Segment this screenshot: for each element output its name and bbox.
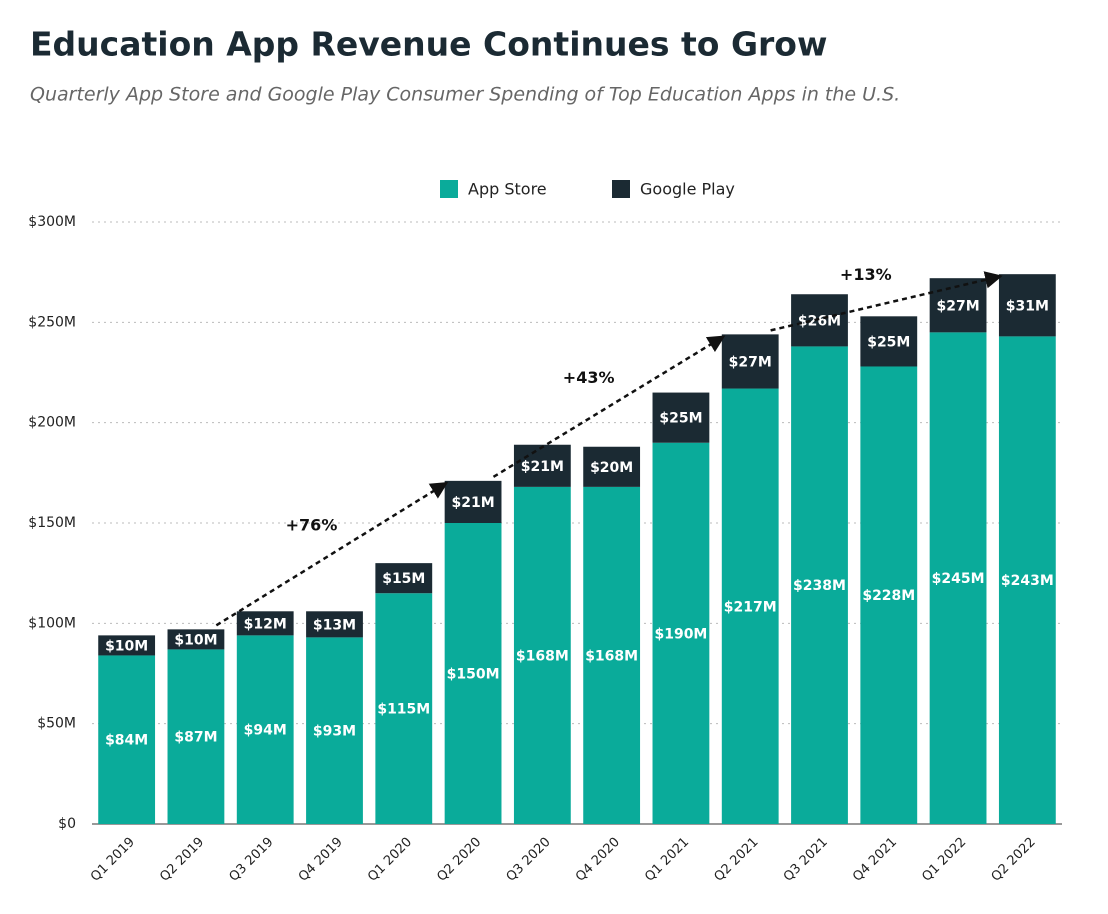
y-tick-label: $0	[58, 816, 76, 832]
chart-subtitle: Quarterly App Store and Google Play Cons…	[30, 84, 900, 106]
x-tick-label: Q4 2020	[573, 835, 623, 885]
data-label: $10M	[174, 632, 217, 648]
bar-segment	[791, 346, 848, 824]
data-label: $13M	[313, 617, 356, 633]
x-tick-label: Q3 2019	[227, 835, 277, 885]
bar-segment	[860, 316, 918, 367]
data-label: $217M	[724, 599, 777, 615]
data-label: $27M	[936, 298, 979, 314]
data-label: $150M	[447, 667, 500, 683]
bar-segment	[652, 442, 710, 824]
data-label: $93M	[313, 724, 356, 740]
x-tick-label: Q3 2020	[504, 835, 554, 885]
data-label: $94M	[244, 723, 287, 739]
bar-segment	[444, 480, 502, 523]
x-tick-label: Q4 2019	[296, 835, 346, 885]
legend-label: App Store	[468, 180, 547, 199]
bar-segment	[98, 655, 156, 824]
bar-segment	[791, 294, 848, 347]
data-label: $238M	[793, 578, 846, 594]
data-label: $21M	[451, 495, 494, 511]
y-tick-label: $300M	[28, 214, 76, 230]
x-tick-label: Q4 2021	[850, 835, 900, 885]
bar-segment	[375, 563, 433, 594]
x-tick-label: Q2 2019	[157, 835, 207, 885]
bar-segment	[306, 611, 363, 638]
bar-segment	[167, 649, 225, 824]
bar-segment	[98, 635, 156, 656]
y-tick-label: $50M	[37, 716, 76, 732]
bar-segment	[513, 486, 571, 824]
data-label: $84M	[105, 733, 148, 749]
data-label: $168M	[516, 648, 569, 664]
bar-segment	[306, 637, 363, 824]
legend-swatch	[440, 180, 458, 198]
x-tick-label: Q1 2020	[365, 835, 415, 885]
x-tick-label: Q1 2022	[919, 835, 969, 885]
annotation: +43%	[563, 368, 615, 387]
bar-segment	[929, 332, 987, 824]
data-label: $27M	[729, 354, 772, 370]
legend-swatch	[612, 180, 630, 198]
y-tick-label: $150M	[28, 515, 76, 531]
data-label: $25M	[867, 334, 910, 350]
annotation: +13%	[840, 265, 892, 284]
bar-segment	[998, 274, 1056, 337]
data-label: $20M	[590, 460, 633, 476]
y-tick-label: $100M	[28, 615, 76, 631]
x-tick-label: Q2 2020	[434, 835, 484, 885]
data-label: $243M	[1001, 573, 1054, 589]
bar-segment	[513, 444, 571, 487]
bar-segment	[583, 486, 641, 824]
bar-segment	[583, 446, 641, 487]
bar-segment	[444, 523, 502, 824]
data-label: $25M	[659, 411, 702, 427]
y-tick-label: $200M	[28, 415, 76, 431]
x-tick-label: Q1 2019	[88, 835, 138, 885]
data-label: $10M	[105, 638, 148, 654]
bar-segment	[860, 366, 918, 824]
y-tick-label: $250M	[28, 314, 76, 330]
chart-title: Education App Revenue Continues to Grow	[30, 25, 827, 64]
data-label: $26M	[798, 313, 841, 329]
x-tick-label: Q3 2021	[781, 835, 831, 885]
data-label: $31M	[1006, 298, 1049, 314]
data-label: $15M	[382, 571, 425, 587]
bar-segment	[236, 635, 294, 824]
bar-segment	[721, 334, 779, 389]
data-label: $21M	[521, 459, 564, 475]
data-label: $190M	[654, 626, 707, 642]
x-tick-label: Q2 2022	[989, 835, 1039, 885]
annotation: +76%	[286, 516, 338, 535]
bar-segment	[998, 336, 1056, 824]
bar-segment	[721, 388, 779, 824]
data-label: $12M	[244, 616, 287, 632]
bar-segment	[167, 629, 225, 650]
x-tick-label: Q1 2021	[642, 835, 692, 885]
x-tick-label: Q2 2021	[712, 835, 762, 885]
data-label: $228M	[862, 588, 915, 604]
data-label: $245M	[932, 571, 985, 587]
legend-label: Google Play	[640, 180, 735, 199]
data-label: $115M	[377, 702, 430, 718]
bar-segment	[236, 611, 294, 636]
data-label: $168M	[585, 648, 638, 664]
bar-segment	[652, 392, 710, 443]
growth-arrow	[215, 481, 449, 627]
bar-segment	[375, 593, 433, 824]
data-label: $87M	[174, 730, 217, 746]
growth-arrow	[770, 271, 1003, 332]
